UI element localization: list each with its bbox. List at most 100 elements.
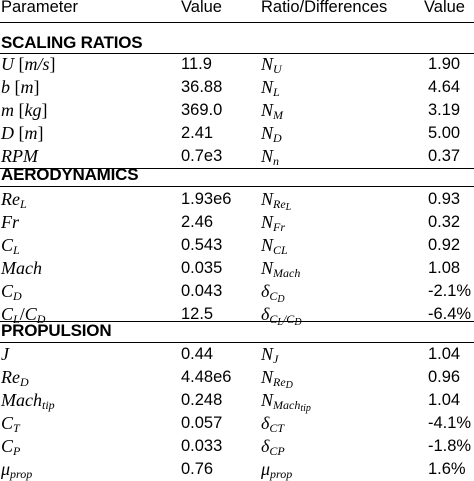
ratio-cell: δCD [261, 281, 285, 305]
section-heading-row: AERODYNAMICS [0, 163, 474, 186]
ratio-value-cell: 1.04 [428, 391, 461, 409]
value-cell: 4.48e6 [181, 368, 232, 386]
ratio-cell: μprop [261, 459, 293, 481]
table-row: D [m] 2.41 ND 5.00 [0, 122, 474, 145]
ratio-value-cell: -1.8% [428, 437, 472, 455]
ratio-cell: δCL/CD [261, 304, 302, 328]
param-cell: CL/CD [1, 304, 46, 326]
value-cell: 0.44 [181, 345, 214, 363]
param-cell: Mach [1, 258, 42, 278]
ratio-cell: NU [261, 54, 282, 76]
value-cell: 0.035 [181, 259, 223, 277]
ratio-cell: NMachtip [261, 390, 311, 414]
column-header-parameter: Parameter [1, 0, 79, 16]
section-rule [0, 53, 474, 54]
ratio-cell: Nn [261, 146, 280, 168]
header-rule [0, 22, 474, 23]
value-cell: 0.248 [181, 391, 223, 409]
table-row: CD 0.043 δCD -2.1% [0, 280, 474, 305]
table-row: Mach 0.035 NMach 1.08 [0, 257, 474, 280]
param-cell: Machtip [1, 390, 55, 412]
ratio-value-cell: 1.90 [428, 55, 461, 73]
value-cell: 0.043 [181, 282, 223, 300]
table-row: U [m/s] 11.9 NU 1.90 [0, 53, 474, 76]
column-header-value: Value [181, 0, 222, 16]
section-rule [0, 342, 474, 343]
section-rule [0, 186, 474, 187]
ratio-value-cell: 5.00 [428, 124, 461, 142]
table-row: CL/CD 12.5 δCL/CD -6.4% [0, 303, 474, 328]
section-rule [0, 168, 474, 169]
table-row: ReD 4.48e6 NReD 0.96 [0, 366, 474, 391]
param-cell: CT [1, 413, 20, 435]
value-cell: 11.9 [181, 55, 212, 73]
value-cell: 0.033 [181, 437, 223, 455]
table-row: CL 0.543 NCL 0.92 [0, 234, 474, 257]
section-rule [0, 321, 474, 322]
column-header-ratio-value: Value [424, 0, 465, 16]
ratio-value-cell: -6.4% [428, 305, 472, 323]
ratio-value-cell: 0.92 [428, 236, 461, 254]
value-cell: 0.7e3 [181, 147, 223, 165]
value-cell: 0.057 [181, 414, 223, 432]
value-cell: 0.76 [181, 460, 214, 478]
table-row: Fr 2.46 NFr 0.32 [0, 211, 474, 234]
table-row: CP 0.033 δCP -1.8% [0, 435, 474, 458]
ratio-cell: NReL [261, 189, 292, 213]
ratio-value-cell: 1.08 [428, 259, 461, 277]
section-title-aerodynamics: AERODYNAMICS [1, 165, 139, 184]
ratio-value-cell: 0.96 [428, 368, 461, 386]
ratio-cell: NJ [261, 344, 279, 366]
param-cell: U [m/s] [1, 54, 56, 74]
param-cell: m [kg] [1, 100, 48, 120]
ratio-value-cell: 1.6% [428, 460, 466, 478]
param-cell: b [m] [1, 77, 40, 97]
ratio-value-cell: -4.1% [428, 414, 472, 432]
ratio-cell: δCT [261, 413, 285, 435]
table-row: b [m] 36.88 NL 4.64 [0, 76, 474, 99]
table-row: Machtip 0.248 NMachtip 1.04 [0, 389, 474, 414]
ratio-cell: NFr [261, 212, 286, 234]
param-cell: ReD [1, 367, 29, 389]
ratio-cell: NL [261, 77, 280, 99]
value-cell: 36.88 [181, 78, 223, 96]
section-title-propulsion: PROPULSION [1, 321, 112, 340]
ratio-cell: ND [261, 123, 282, 145]
table-header-row: Parameter Value Ratio/Differences Value [0, 0, 474, 19]
param-cell: CL [1, 235, 20, 257]
table-row: μprop 0.76 μprop 1.6% [0, 458, 474, 481]
section-heading-row: SCALING RATIOS [0, 31, 474, 54]
value-cell: 2.41 [181, 124, 214, 142]
table-row: ReL 1.93e6 NReL 0.93 [0, 188, 474, 213]
section-title-scaling: SCALING RATIOS [1, 33, 143, 52]
param-cell: J [1, 344, 9, 364]
param-cell: RPM [1, 146, 38, 166]
param-cell: μprop [1, 459, 33, 481]
param-cell: D [m] [1, 123, 44, 143]
value-cell: 1.93e6 [181, 190, 232, 208]
table-row: J 0.44 NJ 1.04 [0, 343, 474, 366]
value-cell: 369.0 [181, 101, 223, 119]
ratio-cell: δCP [261, 436, 285, 458]
param-cell: CD [1, 281, 22, 303]
value-cell: 0.543 [181, 236, 223, 254]
value-cell: 12.5 [181, 305, 214, 323]
table-row: m [kg] 369.0 NM 3.19 [0, 99, 474, 122]
ratio-value-cell: 0.32 [428, 213, 461, 231]
table-row: CT 0.057 δCT -4.1% [0, 412, 474, 435]
ratio-value-cell: 0.37 [428, 147, 461, 165]
ratio-cell: NMach [261, 258, 301, 280]
column-header-ratio: Ratio/Differences [261, 0, 388, 16]
ratio-value-cell: 4.64 [428, 78, 461, 96]
ratio-value-cell: -2.1% [428, 282, 472, 300]
ratio-value-cell: 1.04 [428, 345, 461, 363]
table-row: RPM 0.7e3 Nn 0.37 [0, 145, 474, 168]
value-cell: 2.46 [181, 213, 214, 231]
section-heading-row: PROPULSION [0, 319, 474, 342]
ratio-cell: NM [261, 100, 284, 122]
param-cell: ReL [1, 189, 27, 211]
ratio-value-cell: 3.19 [428, 101, 461, 119]
param-cell: Fr [1, 212, 19, 232]
ratio-value-cell: 0.93 [428, 190, 461, 208]
